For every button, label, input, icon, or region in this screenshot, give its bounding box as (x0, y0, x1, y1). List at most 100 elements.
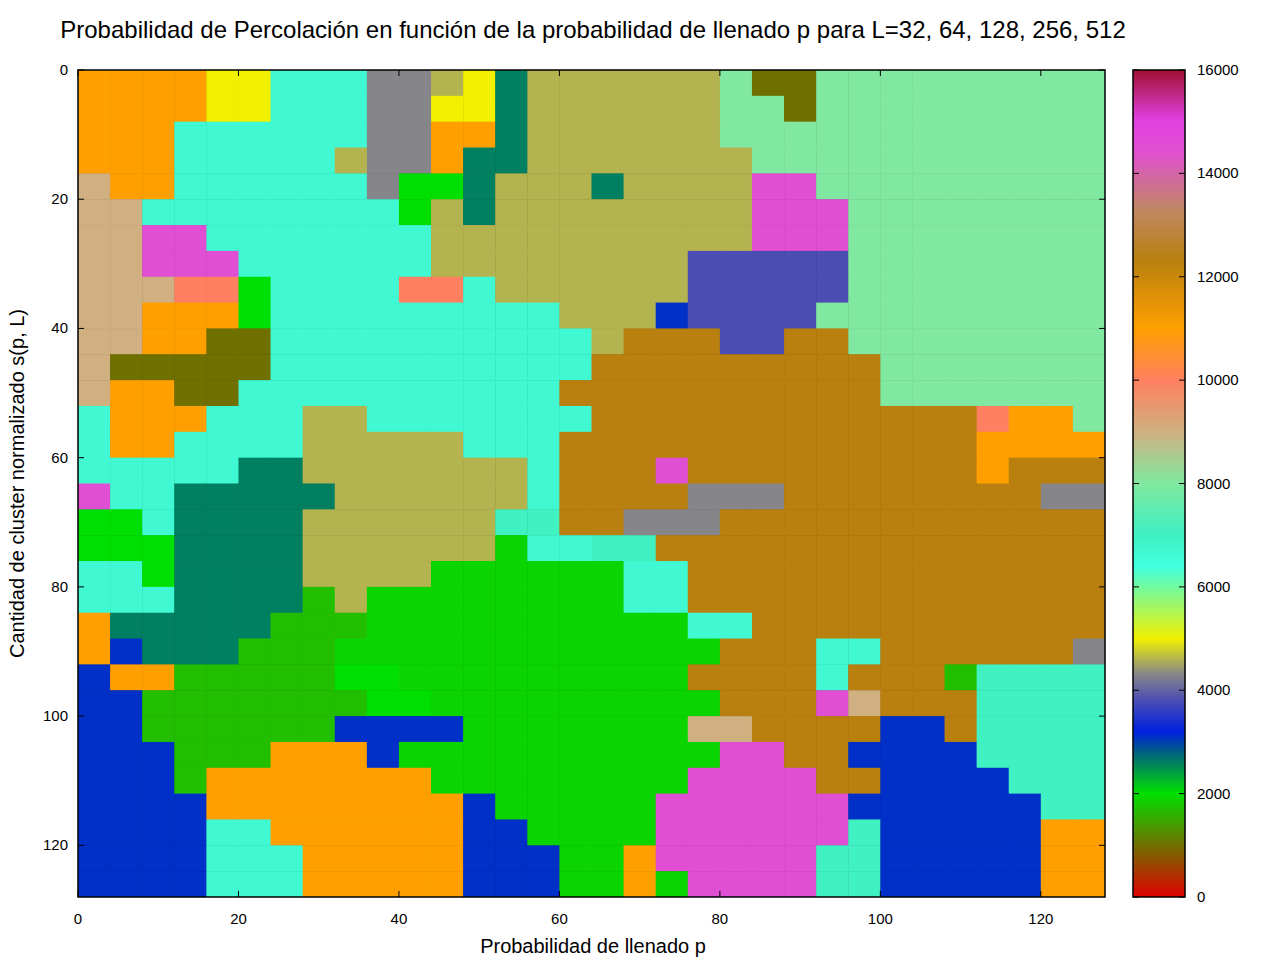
cell (335, 122, 368, 148)
cell (656, 845, 689, 871)
cell (142, 768, 175, 794)
cell (784, 406, 817, 432)
cell (752, 303, 785, 329)
cell (945, 173, 978, 199)
cell (977, 742, 1010, 768)
cell (431, 458, 464, 484)
cell (431, 561, 464, 587)
cell (431, 535, 464, 561)
cell (206, 871, 239, 897)
cell (945, 122, 978, 148)
cell (142, 303, 175, 329)
cell (1073, 354, 1105, 380)
cell (1041, 458, 1074, 484)
cell (624, 277, 657, 303)
cell (1041, 251, 1074, 277)
y-tick-right (1099, 845, 1105, 846)
cell (238, 716, 271, 742)
x-tick-top (78, 70, 79, 76)
cell (174, 794, 207, 820)
x-tick-label: 100 (868, 910, 893, 927)
cell (1009, 380, 1042, 406)
cell (977, 458, 1010, 484)
cell (880, 277, 913, 303)
cell (624, 96, 657, 122)
cell (335, 303, 368, 329)
colorbar-tick (1179, 276, 1185, 277)
cell (559, 328, 592, 354)
cell (784, 664, 817, 690)
cell (977, 432, 1010, 458)
cell (110, 639, 143, 665)
cell (816, 509, 849, 535)
cell (945, 432, 978, 458)
cell (592, 768, 625, 794)
cell (1073, 199, 1105, 225)
cell (816, 380, 849, 406)
cell (495, 122, 528, 148)
cell (463, 303, 496, 329)
cell (848, 484, 881, 510)
x-tick-top (238, 70, 239, 76)
cell (238, 484, 271, 510)
cell (271, 819, 304, 845)
cell (206, 225, 239, 251)
cell (174, 845, 207, 871)
cell (463, 768, 496, 794)
cell (624, 845, 657, 871)
cell (463, 354, 496, 380)
cell (624, 225, 657, 251)
cell (784, 819, 817, 845)
cell (784, 328, 817, 354)
cell (206, 639, 239, 665)
cell (784, 432, 817, 458)
cell (848, 277, 881, 303)
y-tick-right (1099, 457, 1105, 458)
cell (142, 742, 175, 768)
cell (303, 768, 336, 794)
cell (720, 122, 753, 148)
cell (238, 432, 271, 458)
cell (335, 768, 368, 794)
cell (110, 406, 143, 432)
cell (142, 664, 175, 690)
cell (335, 639, 368, 665)
cell (495, 664, 528, 690)
cell (1009, 613, 1042, 639)
cell (1073, 535, 1105, 561)
cell (527, 819, 560, 845)
cell (110, 561, 143, 587)
cell (720, 613, 753, 639)
cell (367, 664, 400, 690)
cell (142, 354, 175, 380)
cells (78, 70, 1105, 897)
cell (720, 70, 753, 96)
y-tick-right (1099, 586, 1105, 587)
cell (271, 845, 304, 871)
y-tick-right (1099, 716, 1105, 717)
cell (142, 328, 175, 354)
cell (78, 871, 111, 897)
cell (720, 845, 753, 871)
cell (688, 432, 721, 458)
cell (495, 639, 528, 665)
colorbar-tick (1179, 586, 1185, 587)
cell (880, 561, 913, 587)
cell (206, 845, 239, 871)
cell (238, 148, 271, 174)
cell (912, 742, 945, 768)
cell (1009, 328, 1042, 354)
cell (206, 794, 239, 820)
cell (880, 148, 913, 174)
cell (848, 664, 881, 690)
cell (463, 742, 496, 768)
cell (367, 277, 400, 303)
cell (527, 406, 560, 432)
cell (495, 768, 528, 794)
cell (848, 406, 881, 432)
cell (912, 484, 945, 510)
cell (495, 354, 528, 380)
cell (1009, 742, 1042, 768)
cell (110, 664, 143, 690)
cell (1073, 70, 1105, 96)
